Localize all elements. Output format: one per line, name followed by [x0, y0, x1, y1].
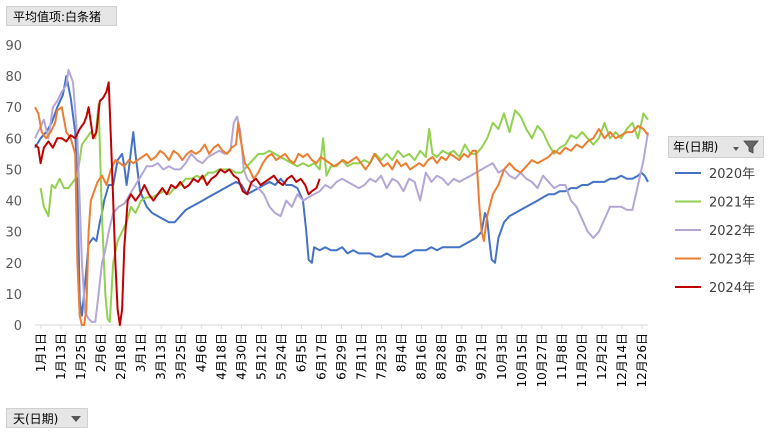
series-line	[34, 81, 321, 326]
y-tick-label: 70	[5, 101, 22, 116]
x-tick-label: 1月1日	[34, 333, 48, 372]
y-tick-label: 0	[14, 319, 22, 334]
value-field-button[interactable]: 平均值项:白条猪	[6, 6, 117, 26]
y-tick-label: 40	[5, 195, 22, 210]
x-tick-label: 6月17日	[314, 333, 328, 380]
x-tick-label: 1月13日	[54, 333, 68, 380]
y-tick-label: 50	[5, 163, 22, 178]
x-tick-label: 9月9日	[455, 333, 469, 372]
y-tick-label: 80	[5, 70, 22, 85]
y-tick-label: 30	[5, 226, 22, 241]
x-tick-label: 9月21日	[475, 333, 489, 380]
x-tick-label: 12月26日	[635, 333, 649, 388]
x-tick-label: 6月5日	[294, 333, 308, 372]
x-tick-label: 4月18日	[214, 333, 228, 380]
axis-field-label: 天(日期)	[13, 412, 59, 426]
x-tick-label: 3月25日	[174, 333, 188, 380]
y-tick-label: 60	[5, 132, 22, 147]
chevron-down-icon[interactable]	[71, 416, 81, 422]
y-tick-label: 10	[5, 288, 22, 303]
x-tick-label: 5月24日	[274, 333, 288, 380]
x-tick-label: 8月4日	[395, 333, 409, 372]
x-tick-label: 5月12日	[254, 333, 268, 380]
x-tick-label: 10月15日	[515, 333, 529, 388]
x-tick-label: 10月3日	[495, 333, 509, 380]
x-tick-label: 3月13日	[154, 333, 168, 380]
series-line	[34, 75, 649, 317]
value-field-label: 平均值项:白条猪	[13, 10, 102, 24]
x-tick-label: 12月14日	[615, 333, 629, 388]
chevron-down-icon[interactable]	[733, 147, 739, 151]
x-tick-label: 11月8日	[555, 333, 569, 380]
legend-label: 2021年	[709, 196, 755, 211]
y-tick-label: 90	[5, 39, 22, 54]
x-tick-label: 3月1日	[134, 333, 148, 372]
legend-label: 2023年	[709, 253, 755, 268]
x-tick-label: 4月30日	[234, 333, 248, 380]
x-tick-label: 6月29日	[335, 333, 349, 380]
x-tick-label: 7月11日	[355, 333, 369, 380]
x-tick-label: 4月6日	[194, 333, 208, 372]
x-tick-label: 11月20日	[575, 333, 589, 388]
x-tick-label: 8月16日	[415, 333, 429, 380]
axis-field-button[interactable]: 天(日期)	[6, 408, 88, 428]
x-tick-label: 1月25日	[74, 333, 88, 380]
x-tick-label: 10月27日	[535, 333, 549, 388]
legend-label: 2022年	[709, 224, 755, 239]
y-tick-label: 20	[5, 257, 22, 272]
series-line	[34, 106, 649, 326]
x-tick-label: 2月6日	[94, 333, 108, 372]
filter-icon[interactable]	[743, 140, 759, 154]
legend-label: 2020年	[709, 167, 755, 182]
x-tick-label: 7月23日	[375, 333, 389, 380]
series-line	[34, 68, 649, 323]
x-tick-label: 8月28日	[435, 333, 449, 380]
series-line	[39, 103, 649, 323]
legend-field-button[interactable]: 年(日期)	[668, 136, 764, 158]
x-tick-label: 2月18日	[114, 333, 128, 380]
legend-field-label: 年(日期)	[673, 140, 719, 154]
legend-label: 2024年	[709, 281, 755, 296]
x-tick-label: 12月2日	[595, 333, 609, 380]
